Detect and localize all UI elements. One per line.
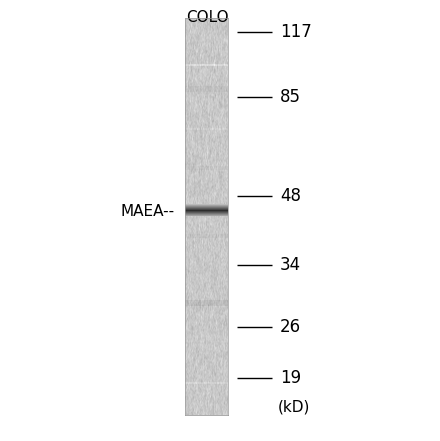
Text: 85: 85	[280, 88, 301, 106]
Text: 19: 19	[280, 369, 301, 387]
Text: 26: 26	[280, 318, 301, 336]
Text: (kD): (kD)	[278, 400, 310, 415]
Text: MAEA--: MAEA--	[121, 205, 175, 220]
Text: 117: 117	[280, 23, 312, 41]
Text: COLO: COLO	[186, 10, 228, 25]
Text: 48: 48	[280, 187, 301, 205]
Text: 34: 34	[280, 256, 301, 274]
